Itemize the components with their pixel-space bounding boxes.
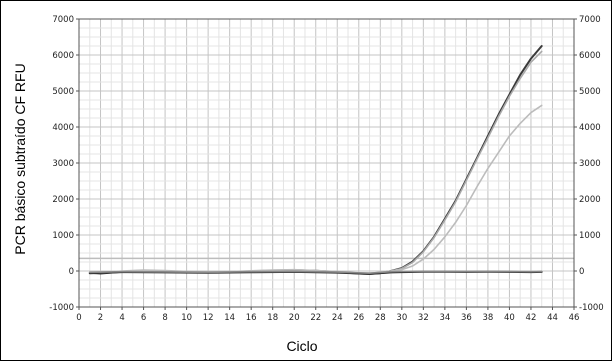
x-tick-label: 10 <box>181 313 192 323</box>
y-right-tick-label: 0 <box>579 267 584 277</box>
y-tick-label: 5000 <box>52 87 74 97</box>
x-tick-label: 22 <box>310 313 321 323</box>
y-axis-title: PCR básico subtraído CF RFU <box>12 63 28 254</box>
x-tick-label: 42 <box>526 313 537 323</box>
x-tick-label: 40 <box>504 313 515 323</box>
y-tick-label: 0 <box>69 267 74 277</box>
y-tick-label: -1000 <box>49 303 74 313</box>
y-right-tick-label: 3000 <box>579 159 601 169</box>
y-right-tick-label: 2000 <box>579 195 601 205</box>
y-tick-label: 1000 <box>52 231 74 241</box>
x-tick-label: 20 <box>289 313 300 323</box>
x-tick-label: 2 <box>98 313 103 323</box>
x-tick-label: 44 <box>547 313 558 323</box>
axes <box>76 18 577 310</box>
x-tick-label: 14 <box>224 313 235 323</box>
x-tick-label: 28 <box>375 313 386 323</box>
x-tick-label: 16 <box>246 313 257 323</box>
series-layer <box>88 45 543 275</box>
x-tick-label: 30 <box>396 313 407 323</box>
y-tick-label: 6000 <box>52 51 74 61</box>
y-right-tick-label: 5000 <box>579 87 601 97</box>
x-tick-label: 6 <box>141 313 146 323</box>
x-tick-label: 8 <box>162 313 167 323</box>
y-tick-label: 4000 <box>52 123 74 133</box>
y-right-tick-label: 4000 <box>579 123 601 133</box>
x-tick-label: 26 <box>353 313 364 323</box>
x-tick-label: 46 <box>569 313 580 323</box>
grid <box>78 18 575 308</box>
x-tick-label: 18 <box>267 313 278 323</box>
x-tick-label: 38 <box>482 313 493 323</box>
x-tick-label: 36 <box>461 313 472 323</box>
y-right-tick-label: 7000 <box>579 15 601 25</box>
tick-labels: 0 2 4 6 8 10 12 14 16 18 20 22 24 26 28 30 32 34 36 38 40 42 4… <box>49 15 603 323</box>
x-axis-title: Ciclo <box>286 338 317 354</box>
series-line-5 <box>89 270 543 275</box>
x-tick-label: 34 <box>439 313 450 323</box>
y-tick-label: 2000 <box>52 195 74 205</box>
y-tick-label: 3000 <box>52 159 74 169</box>
y-right-tick-label: -1000 <box>579 303 604 313</box>
y-right-tick-label: 1000 <box>579 231 601 241</box>
x-tick-label: 0 <box>76 313 81 323</box>
x-tick-label: 12 <box>203 313 214 323</box>
x-tick-label: 32 <box>418 313 429 323</box>
x-tick-label: 4 <box>119 313 124 323</box>
y-right-tick-label: 6000 <box>579 51 601 61</box>
x-tick-label: 24 <box>332 313 343 323</box>
y-tick-label: 7000 <box>52 15 74 25</box>
